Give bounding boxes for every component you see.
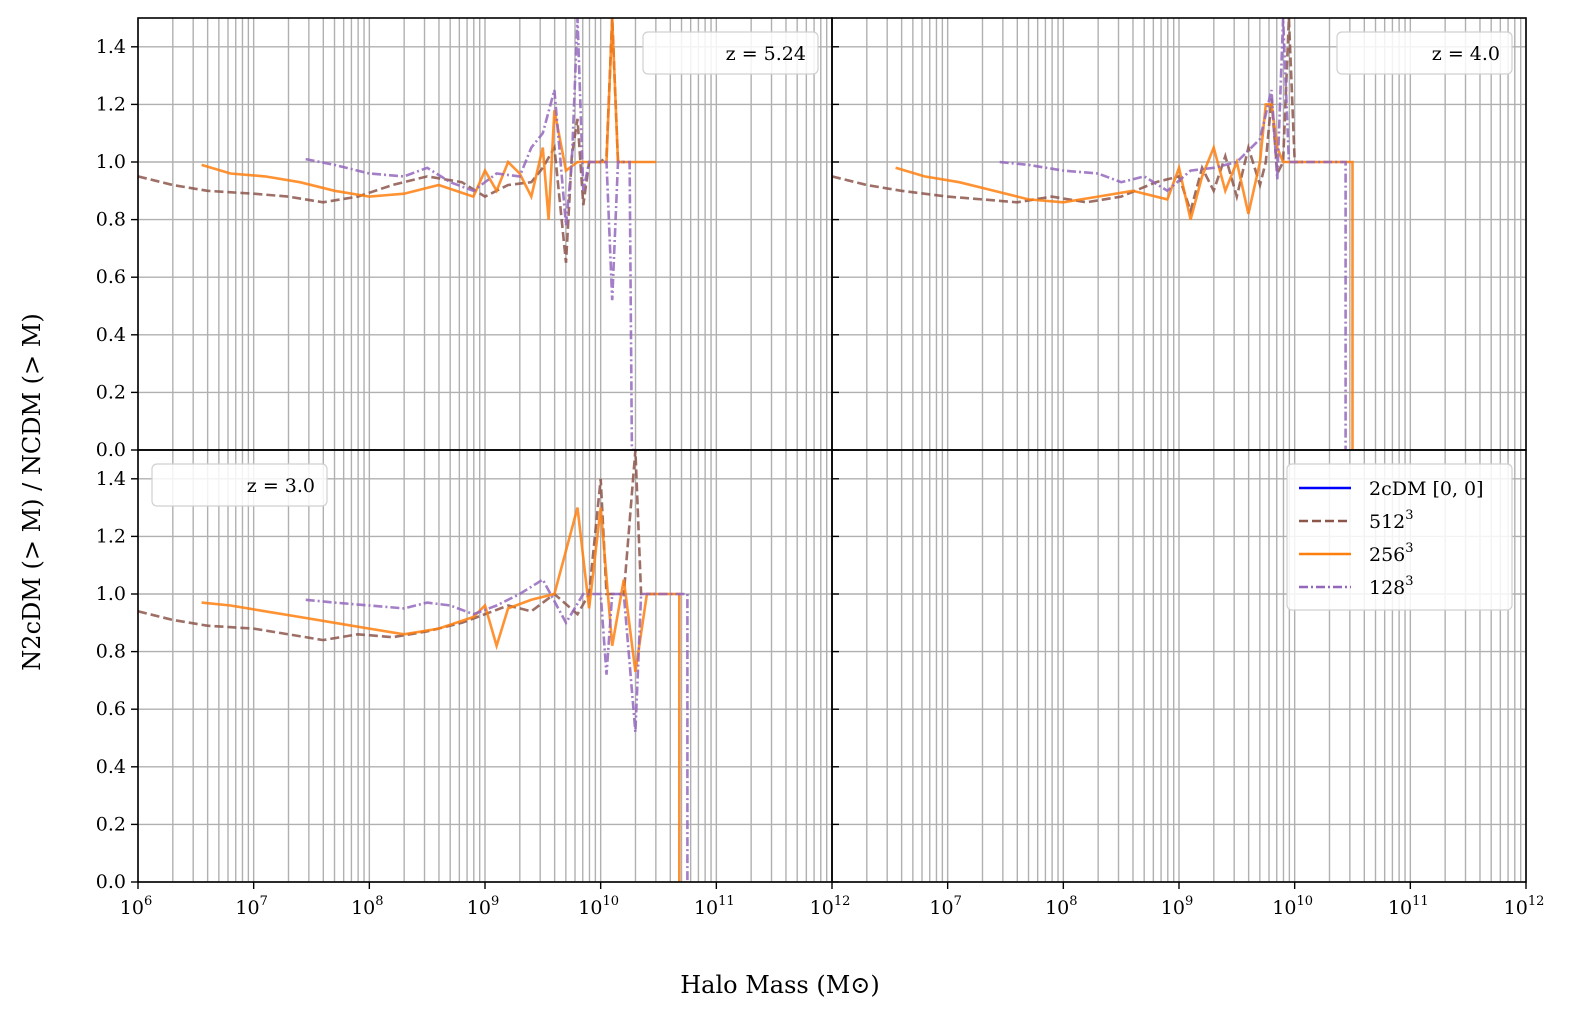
y-tick-label: 0.8 bbox=[96, 641, 126, 663]
panel-series-group bbox=[138, 18, 657, 450]
legend-label: 2563 bbox=[1369, 541, 1414, 566]
series-line-128-3 bbox=[305, 18, 636, 450]
y-axis-title: N2cDM (> M) / NCDM (> M) bbox=[18, 313, 46, 670]
grid-layer bbox=[137, 18, 1527, 883]
x-tick-label: 1011 bbox=[694, 894, 735, 919]
legend-label: 2cDM [0, 0] bbox=[1369, 478, 1484, 500]
series-line-128-3 bbox=[305, 577, 689, 882]
y-tick-label: 1.2 bbox=[96, 93, 126, 115]
redshift-annotation: z = 5.24 bbox=[726, 43, 806, 65]
y-tick-label: 0.0 bbox=[96, 439, 126, 461]
redshift-annotation: z = 3.0 bbox=[247, 475, 315, 497]
y-tick-label: 1.4 bbox=[96, 468, 126, 490]
y-tick-label: 0.2 bbox=[96, 813, 126, 835]
annotation-box bbox=[642, 31, 819, 75]
x-tick-label: 107 bbox=[235, 894, 267, 919]
x-tick-label: 107 bbox=[929, 894, 961, 919]
axes-layer bbox=[131, 17, 1527, 883]
y-tick-label: 0.2 bbox=[96, 381, 126, 403]
panel-series-group bbox=[832, 18, 1354, 450]
series-layer bbox=[138, 18, 1354, 882]
y-tick-label: 0.0 bbox=[96, 871, 126, 893]
series-line-512-3 bbox=[138, 18, 624, 263]
y-tick-label: 1.4 bbox=[96, 36, 126, 58]
legend-label: 1283 bbox=[1369, 574, 1414, 599]
x-tick-label: 108 bbox=[1045, 894, 1077, 919]
y-tick-label: 0.6 bbox=[96, 266, 126, 288]
series-line-128-3 bbox=[999, 18, 1347, 450]
x-tick-label: 1010 bbox=[578, 894, 619, 919]
x-tick-label: 1012 bbox=[1504, 894, 1545, 919]
y-tick-label: 0.4 bbox=[96, 324, 126, 346]
y-tick-label: 0.4 bbox=[96, 756, 126, 778]
x-tick-label: 109 bbox=[467, 894, 499, 919]
y-tick-label: 0.8 bbox=[96, 209, 126, 231]
x-tick-label: 1012 bbox=[810, 894, 851, 919]
x-tick-label: 108 bbox=[351, 894, 383, 919]
legend-box bbox=[1286, 463, 1513, 611]
x-tick-label: 1011 bbox=[1388, 894, 1429, 919]
x-tick-label: 1010 bbox=[1272, 894, 1313, 919]
annotation-box bbox=[1336, 31, 1513, 75]
panel-series-group bbox=[138, 450, 689, 882]
y-tick-label: 1.2 bbox=[96, 525, 126, 547]
series-line-256-3 bbox=[201, 507, 681, 882]
y-tick-label: 1.0 bbox=[96, 151, 126, 173]
redshift-annotation: z = 4.0 bbox=[1432, 43, 1500, 65]
x-axis-title: Halo Mass (M⊙) bbox=[680, 971, 880, 999]
tick-layer: 0.0 0.2 0.4 0.6 0.8 1.0 1.2 1.4 0.0 0.2 0.4 0.6 0.8 1… bbox=[96, 36, 1545, 919]
series-line-256-3 bbox=[201, 18, 657, 220]
y-tick-label: 0.6 bbox=[96, 698, 126, 720]
annotation-box bbox=[151, 463, 328, 507]
series-line-512-3 bbox=[832, 18, 1307, 216]
x-tick-label: 109 bbox=[1161, 894, 1193, 919]
legend-label: 5123 bbox=[1369, 508, 1414, 533]
x-tick-label: 106 bbox=[120, 894, 152, 919]
y-tick-label: 1.0 bbox=[96, 583, 126, 605]
annotation-layer: z = 5.24 z = 4.0 z = 3.0 2cDM [0, 0] 5123 256… bbox=[151, 31, 1513, 611]
